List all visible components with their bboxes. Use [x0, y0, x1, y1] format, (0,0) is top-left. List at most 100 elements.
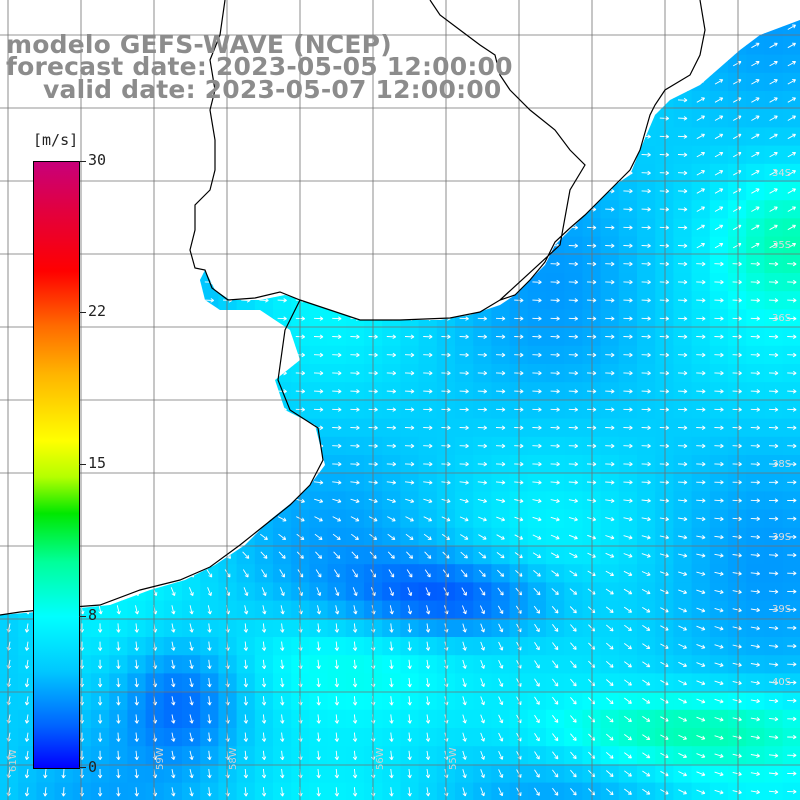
wind-speed-cell [637, 54, 656, 74]
wind-speed-cell [127, 436, 147, 456]
wind-arrow [313, 480, 324, 485]
wind-arrow [677, 116, 688, 121]
wind-speed-cell [236, 127, 256, 147]
wind-speed-cell [709, 36, 729, 56]
wind-arrow [732, 789, 742, 795]
wind-speed-cell [163, 254, 183, 274]
wind-arrow [332, 352, 342, 358]
wind-speed-cell [0, 236, 19, 256]
wind-arrow [787, 261, 797, 267]
wind-speed-cell [0, 400, 19, 420]
wind-arrow [171, 678, 176, 688]
wind-arrow [313, 298, 324, 303]
wind-arrow [478, 569, 486, 578]
wind-arrow [498, 751, 504, 760]
wind-arrow [641, 352, 651, 358]
wind-arrow [677, 170, 688, 176]
wind-speed-cell [382, 254, 401, 274]
wind-arrow [277, 116, 287, 121]
wind-speed-cell [182, 473, 201, 492]
wind-arrow [659, 134, 670, 139]
wind-arrow [207, 641, 212, 651]
wind-arrow [204, 352, 215, 358]
wind-arrow [241, 207, 251, 212]
wind-speed-cell [600, 72, 620, 92]
wind-arrow [404, 443, 415, 449]
wind-arrow [168, 443, 178, 449]
wind-arrow [732, 626, 742, 631]
wind-arrow [188, 587, 194, 597]
wind-speed-cell [291, 0, 310, 19]
wind-arrow [113, 498, 123, 504]
wind-arrow [261, 732, 267, 742]
wind-arrow [113, 316, 124, 321]
wind-speed-cell [218, 127, 238, 147]
wind-arrow [116, 587, 121, 597]
wind-arrow [787, 352, 797, 358]
wind-arrow [787, 407, 797, 412]
wind-speed-cell [200, 254, 219, 274]
wind-arrow [732, 771, 742, 777]
wind-arrow [732, 553, 742, 558]
wind-speed-cell [309, 291, 329, 310]
wind-speed-cell [0, 0, 19, 19]
wind-arrow [131, 279, 142, 285]
wind-arrow [623, 25, 633, 30]
wind-speed-cell [564, 20, 583, 37]
wind-speed-cell [163, 127, 183, 147]
wind-speed-cell [109, 145, 128, 165]
wind-arrow [241, 498, 251, 504]
wind-arrow [552, 787, 559, 796]
wind-arrow [332, 425, 342, 430]
wind-speed-cell [546, 91, 565, 110]
wind-arrow [641, 316, 651, 321]
wind-arrow [696, 643, 706, 649]
wind-speed-cell [0, 163, 19, 183]
wind-speed-cell [618, 782, 638, 800]
wind-arrow [787, 370, 797, 376]
wind-speed-cell [200, 109, 219, 128]
wind-arrow [132, 498, 142, 504]
wind-arrow [496, 552, 505, 559]
wind-arrow [116, 714, 121, 724]
wind-speed-cell [345, 273, 365, 292]
wind-arrow [659, 535, 670, 540]
wind-arrow [332, 279, 342, 285]
wind-speed-cell [655, 20, 674, 37]
wind-arrow [532, 7, 541, 11]
wind-arrow [714, 261, 724, 267]
wind-arrow [425, 623, 431, 633]
wind-arrow [241, 170, 251, 176]
wind-arrow [714, 370, 724, 376]
wind-arrow [550, 25, 560, 30]
wind-arrow [696, 298, 706, 303]
wind-speed-cell [455, 254, 474, 274]
wind-arrow [459, 243, 469, 248]
wind-arrow [696, 589, 706, 595]
wind-arrow [606, 679, 614, 686]
wind-arrow [404, 134, 415, 139]
wind-speed-cell [309, 0, 328, 19]
wind-speed-cell [145, 527, 165, 547]
wind-arrow [389, 605, 394, 615]
wind-arrow [495, 207, 506, 212]
wind-arrow [459, 261, 469, 267]
wind-arrow [22, 261, 33, 267]
wind-arrow [568, 443, 579, 449]
wind-speed-cell [291, 200, 310, 219]
wind-arrow [277, 334, 287, 339]
wind-arrow [550, 443, 560, 449]
wind-arrow [132, 533, 141, 541]
wind-arrow [623, 352, 633, 358]
wind-arrow [386, 298, 397, 303]
wind-arrow [243, 605, 249, 615]
wind-arrow [386, 334, 397, 339]
wind-speed-cell [309, 182, 329, 201]
wind-speed-cell [182, 163, 201, 183]
wind-arrow [623, 443, 633, 449]
wind-arrow [570, 642, 577, 650]
wind-arrow [97, 587, 103, 597]
wind-arrow [732, 644, 742, 649]
wind-speed-cell [546, 163, 565, 183]
wind-speed-cell [491, 236, 511, 256]
